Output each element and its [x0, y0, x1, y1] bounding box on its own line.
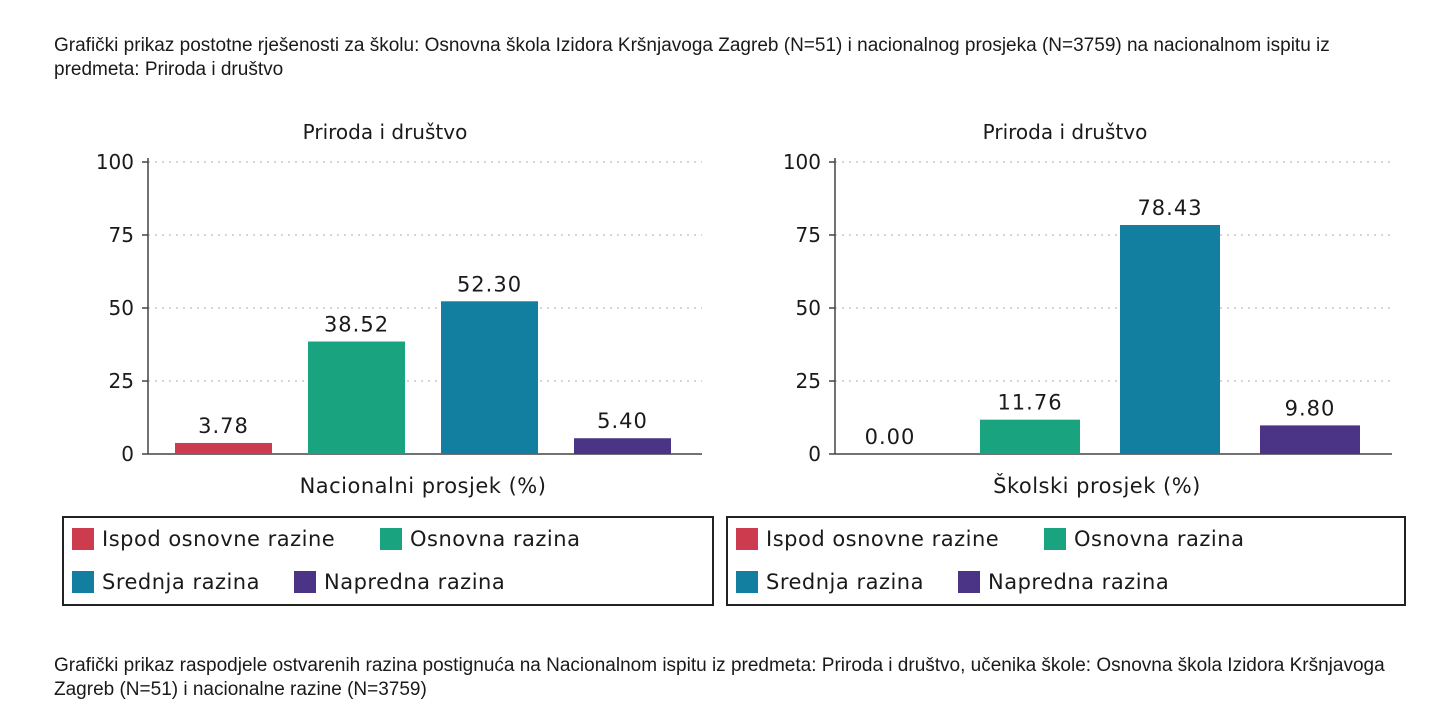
y-tick-label: 50 — [109, 296, 134, 320]
data-label-2: 38.52 — [324, 313, 389, 337]
legend-item-srednja: Srednja razina — [736, 570, 924, 594]
legend-item-napredna: Napredna razina — [958, 570, 1169, 594]
legend-swatch-osnovna — [380, 528, 402, 550]
caption-top: Grafički prikaz postotne rješenosti za š… — [54, 35, 1330, 80]
legend-item-ispod: Ispod osnovne razine — [736, 527, 999, 551]
bar-4 — [1260, 425, 1360, 454]
legend-item-osnovna: Osnovna razina — [1044, 527, 1244, 551]
legend-swatch-osnovna — [1044, 528, 1066, 550]
legend-national: Ispod osnovne razine Osnovna razina Sred… — [62, 516, 714, 606]
data-label-1: 3.78 — [198, 414, 249, 438]
y-tick-label: 50 — [796, 296, 821, 320]
bar-3 — [441, 301, 538, 454]
legend-swatch-napredna — [294, 571, 316, 593]
legend-swatch-ispod — [736, 528, 758, 550]
y-tick-label: 100 — [783, 150, 821, 174]
chart-school: Priroda i društvo 0 25 50 75 100 0.00 11.76 78.4… — [783, 120, 1392, 498]
legend-label-srednja: Srednja razina — [102, 570, 260, 594]
legend-item-napredna: Napredna razina — [294, 570, 505, 594]
legend-label-osnovna: Osnovna razina — [410, 527, 581, 551]
legend-item-osnovna: Osnovna razina — [380, 527, 580, 551]
x-axis-label: Nacionalni prosjek (%) — [300, 474, 547, 498]
legend-school: Ispod osnovne razine Osnovna razina Sred… — [726, 516, 1406, 606]
legend-label-srednja: Srednja razina — [766, 570, 924, 594]
chart-title: Priroda i društvo — [983, 120, 1148, 144]
legend-item-srednja: Srednja razina — [72, 570, 260, 594]
chart-national: Priroda i društvo 0 25 50 75 100 3.78 38.52 52.3… — [96, 120, 702, 498]
legend-label-ispod: Ispod osnovne razine — [102, 527, 336, 551]
bar-1 — [175, 442, 272, 454]
y-tick-label: 75 — [109, 223, 134, 247]
y-tick-label: 0 — [808, 442, 821, 466]
bar-4 — [574, 438, 671, 454]
y-tick-label: 0 — [121, 442, 134, 466]
data-label-3: 78.43 — [1137, 196, 1202, 220]
legend-item-ispod: Ispod osnovne razine — [72, 527, 335, 551]
legend-swatch-ispod — [72, 528, 94, 550]
y-tick-label: 25 — [796, 369, 821, 393]
x-axis-label: Školski prosjek (%) — [993, 473, 1201, 498]
bar-2 — [980, 419, 1080, 454]
legend-label-osnovna: Osnovna razina — [1074, 527, 1245, 551]
legend-swatch-srednja — [736, 571, 758, 593]
legend-label-ispod: Ispod osnovne razine — [766, 527, 1000, 551]
y-tick-label: 25 — [109, 369, 134, 393]
bar-2 — [308, 341, 405, 454]
legend-swatch-napredna — [958, 571, 980, 593]
data-label-4: 5.40 — [597, 409, 648, 433]
chart-title: Priroda i društvo — [303, 120, 468, 144]
data-label-4: 9.80 — [1285, 396, 1336, 420]
y-tick-label: 100 — [96, 150, 134, 174]
data-label-2: 11.76 — [997, 391, 1062, 415]
legend-swatch-srednja — [72, 571, 94, 593]
legend-label-napredna: Napredna razina — [988, 570, 1170, 594]
bar-3 — [1120, 224, 1220, 454]
data-label-3: 52.30 — [457, 272, 522, 296]
legend-label-napredna: Napredna razina — [324, 570, 506, 594]
caption-bottom: Grafički prikaz raspodjele ostvarenih ra… — [54, 655, 1385, 700]
y-tick-label: 75 — [796, 223, 821, 247]
data-label-1: 0.00 — [865, 425, 916, 449]
